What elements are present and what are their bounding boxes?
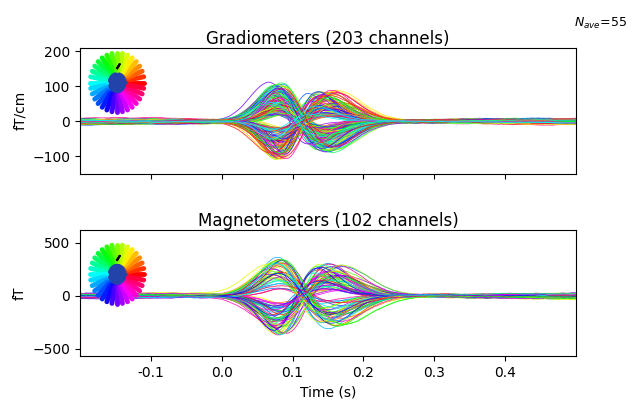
Y-axis label: fT/cm: fT/cm — [13, 91, 27, 130]
Title: Magnetometers (102 channels): Magnetometers (102 channels) — [198, 212, 458, 230]
Y-axis label: fT: fT — [13, 286, 27, 300]
Title: Gradiometers (203 channels): Gradiometers (203 channels) — [206, 30, 450, 48]
Text: $\mathit{N}_{ave}$=55: $\mathit{N}_{ave}$=55 — [574, 16, 627, 31]
X-axis label: Time (s): Time (s) — [300, 385, 356, 399]
